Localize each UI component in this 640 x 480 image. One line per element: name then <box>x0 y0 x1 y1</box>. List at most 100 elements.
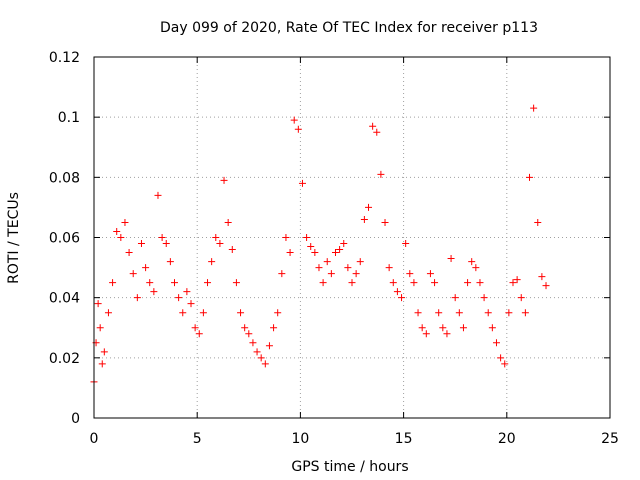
data-point <box>183 288 191 296</box>
data-point <box>270 324 278 332</box>
data-point <box>348 279 356 287</box>
data-point <box>398 294 406 302</box>
data-point <box>241 324 249 332</box>
data-point <box>492 339 500 347</box>
data-point <box>352 270 360 278</box>
data-point <box>109 279 117 287</box>
data-point <box>154 191 162 199</box>
data-points <box>90 104 550 386</box>
data-point <box>538 273 546 281</box>
data-point <box>150 288 158 296</box>
data-point <box>381 218 389 226</box>
data-point <box>365 203 373 211</box>
data-point <box>303 234 311 241</box>
data-point <box>480 294 488 302</box>
data-point <box>286 249 294 257</box>
data-point <box>245 330 253 338</box>
x-tick-label: 25 <box>601 431 619 447</box>
data-point <box>224 218 232 226</box>
data-point <box>232 279 240 287</box>
data-point <box>476 279 484 287</box>
data-point <box>96 324 104 332</box>
data-point <box>274 309 282 317</box>
data-point <box>220 176 228 184</box>
x-tick-label: 10 <box>291 431 309 447</box>
chart-title: Day 099 of 2020, Rate Of TEC Index for r… <box>160 20 538 36</box>
data-point <box>422 330 430 338</box>
data-point <box>513 276 521 284</box>
data-point <box>237 309 245 317</box>
data-point <box>319 279 327 287</box>
data-point <box>526 173 534 181</box>
data-point <box>373 128 381 136</box>
data-point <box>377 170 385 178</box>
data-point <box>125 249 133 257</box>
data-point <box>228 246 236 254</box>
data-point <box>447 255 455 263</box>
x-tick-label: 5 <box>193 431 202 447</box>
data-point <box>426 270 434 278</box>
data-point <box>360 215 368 223</box>
y-tick-label: 0.04 <box>49 291 80 307</box>
grid-lines <box>94 57 610 418</box>
y-axis-label: ROTI / TECUs <box>6 192 22 284</box>
data-point <box>294 125 302 133</box>
data-point <box>385 264 393 272</box>
data-point <box>472 264 480 272</box>
data-point <box>257 354 265 362</box>
data-point <box>129 270 137 278</box>
data-point <box>497 354 505 362</box>
data-point <box>100 348 108 356</box>
data-point <box>509 279 517 287</box>
data-point <box>323 258 331 266</box>
y-tick-label: 0 <box>71 411 80 427</box>
data-point <box>282 234 290 241</box>
data-point <box>158 234 166 241</box>
data-point <box>505 309 513 317</box>
data-point <box>468 258 476 266</box>
data-point <box>534 218 542 226</box>
data-point <box>94 300 102 308</box>
data-point <box>393 288 401 296</box>
data-point <box>142 264 150 272</box>
data-point <box>331 249 339 257</box>
y-tick-label: 0.06 <box>49 231 80 247</box>
data-point <box>435 309 443 317</box>
y-tick-label: 0.1 <box>58 110 80 126</box>
data-point <box>307 243 315 251</box>
data-point <box>133 294 141 302</box>
data-point <box>199 309 207 317</box>
data-point <box>216 240 224 248</box>
data-point <box>195 330 203 338</box>
x-tick-label: 15 <box>395 431 413 447</box>
data-point <box>521 309 529 317</box>
data-point <box>265 342 273 350</box>
data-point <box>261 360 269 368</box>
data-point <box>530 104 538 112</box>
data-point <box>431 279 439 287</box>
data-point <box>542 282 550 290</box>
data-point <box>488 324 496 332</box>
y-axis-ticks: 0 0.02 0.04 0.06 0.08 0.1 0.12 <box>49 50 610 427</box>
data-point <box>146 279 154 287</box>
data-point <box>298 179 306 187</box>
data-point <box>451 294 459 302</box>
data-point <box>137 240 145 248</box>
data-point <box>439 324 447 332</box>
data-point <box>187 300 195 308</box>
data-point <box>162 240 170 248</box>
data-point <box>253 348 261 356</box>
data-point <box>208 258 216 266</box>
y-tick-label: 0.12 <box>49 50 80 66</box>
data-point <box>443 330 451 338</box>
data-point <box>402 240 410 248</box>
data-point <box>179 309 187 317</box>
data-point <box>327 270 335 278</box>
data-point <box>369 122 377 130</box>
data-point <box>121 218 129 226</box>
data-point <box>117 234 125 241</box>
data-point <box>517 294 525 302</box>
data-point <box>113 227 121 235</box>
